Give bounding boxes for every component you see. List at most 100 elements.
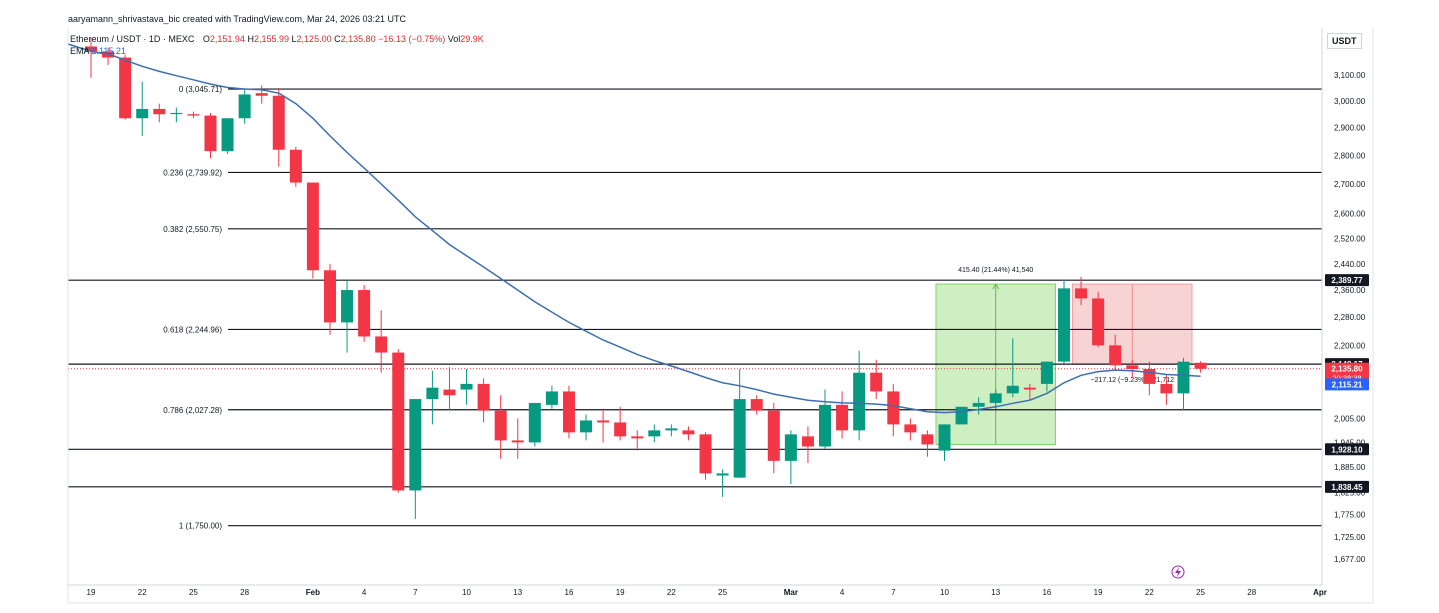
candle-body: [887, 391, 900, 425]
axes: 3,100.00 3,000.00 2,900.00 2,800.00 2,700.00…: [67, 28, 1374, 604]
candle-body: [1075, 288, 1088, 299]
time-tick-label: 25: [189, 588, 198, 597]
price-tick-label: 3,100.00: [1334, 71, 1366, 80]
hline-price-tag-bg: [1325, 443, 1369, 456]
candle-body: [477, 383, 490, 411]
close-value: 2,135.80: [340, 34, 376, 44]
time-tick-label: 4: [840, 588, 845, 597]
candle-body: [1006, 385, 1019, 394]
price-tick-label: 1,775.00: [1334, 510, 1366, 519]
high-label: H: [247, 34, 254, 44]
high-value: 2,155.99: [253, 34, 290, 44]
candle-body: [699, 434, 712, 474]
time-tick-label: 19: [87, 588, 96, 597]
candle-body: [545, 391, 558, 405]
candle-body: [989, 393, 1002, 403]
hline-price-tag: 1,838.45: [1331, 483, 1363, 492]
currency-unit-button[interactable]: USDT: [1327, 33, 1362, 49]
time-tick-label: 4: [362, 588, 367, 597]
candle-body: [904, 424, 917, 433]
hline-price-tag-bg: [1325, 274, 1369, 287]
hline-price-tag: 1,928.10: [1331, 445, 1363, 454]
price-tick-label: 2,800.00: [1334, 151, 1366, 160]
ema-layer: [67, 43, 1201, 414]
candle-body: [136, 108, 149, 119]
candle-body: [494, 410, 507, 441]
lightning-icon-bolt: [1175, 567, 1181, 577]
time-tick-label: Mar: [784, 588, 798, 597]
candle-body: [682, 430, 695, 435]
candle-body: [511, 440, 524, 443]
candle-body: [341, 290, 354, 323]
last-price-tag-bg: [1325, 362, 1369, 383]
price-tick-label: 2,600.00: [1334, 210, 1366, 219]
candle-body: [870, 372, 883, 392]
change-value: −16.13 (−0.75%): [378, 34, 446, 44]
time-tick-label: 13: [513, 588, 522, 597]
candle-body: [1177, 361, 1190, 394]
candle-body: [836, 404, 849, 431]
candle-body: [938, 424, 951, 451]
candle-body: [153, 108, 166, 115]
candle-body: [972, 402, 985, 407]
candle-body: [306, 182, 319, 271]
candle-body: [323, 270, 336, 323]
candle-body: [289, 149, 302, 183]
time-tick-label: 25: [1196, 588, 1205, 597]
price-tick-label: 1,677.00: [1334, 555, 1366, 564]
candle-body: [733, 399, 746, 478]
candle-body: [767, 410, 780, 461]
candle-body: [1160, 383, 1173, 394]
time-tick-label: 25: [718, 588, 727, 597]
time-tick-label: 10: [462, 588, 471, 597]
volume-label: Vol: [447, 34, 461, 44]
time-tick-label: 28: [1247, 588, 1256, 597]
ema-price-tag: 2,115.21: [1332, 380, 1363, 389]
candle-body: [955, 406, 968, 425]
candle-body: [648, 430, 661, 437]
candle-body: [221, 118, 234, 152]
candle-body: [631, 436, 644, 439]
time-tick-label: Feb: [306, 588, 320, 597]
time-tick-label: 28: [240, 588, 249, 597]
candle-body: [853, 372, 866, 431]
candle-body: [1057, 288, 1070, 362]
candle-body: [238, 94, 251, 119]
time-tick-label: 19: [1094, 588, 1103, 597]
price-tick-label: 2,900.00: [1334, 124, 1366, 133]
long-range-arrowhead: [992, 283, 1000, 290]
low-label: L: [291, 34, 297, 44]
candle-body: [375, 336, 388, 353]
chart-credit: aaryamann_shrivastava_bic created with T…: [68, 14, 407, 24]
candle-body: [614, 422, 627, 437]
low-value: 2,125.00: [296, 34, 332, 44]
ema-price-tag-bg: [1325, 378, 1369, 391]
candles: [85, 37, 1207, 519]
candle-body: [580, 420, 593, 433]
candle-body: [597, 420, 610, 423]
fib-level-label: 0.236 (2,739.92): [163, 168, 222, 177]
time-tick-label: 22: [1145, 588, 1154, 597]
hline-price-tag-bg: [1325, 480, 1369, 493]
candle-countdown: 20:38:38: [1332, 374, 1361, 383]
candle-body: [119, 57, 132, 119]
price-tick-label: 2,700.00: [1334, 180, 1366, 189]
candle-body: [819, 404, 832, 447]
candle-body: [170, 112, 183, 115]
symbol-legend: Ethereum / USDT · 1D · MEXC O2,151.94 H2…: [70, 34, 484, 44]
volume-value: 29.9K: [460, 34, 484, 44]
candle-body: [1194, 362, 1207, 369]
hline-price-tag: 2,389.77: [1331, 276, 1363, 285]
candle-body: [409, 399, 422, 491]
fib-level-label: 1 (1,750.00): [179, 522, 222, 531]
time-tick-label: 22: [138, 588, 147, 597]
candle-body: [392, 352, 405, 491]
candle-body: [1092, 298, 1105, 346]
price-tick-label: 2,360.00: [1334, 286, 1366, 295]
price-tick-label: 1,885.00: [1334, 463, 1366, 472]
price-tick-label: 2,440.00: [1334, 260, 1366, 269]
short-range-label: −217.12 (−9.23%) −21,712: [1091, 377, 1175, 384]
fib-level-label: 0.786 (2,027.28): [163, 406, 222, 415]
candle-body: [528, 402, 541, 443]
